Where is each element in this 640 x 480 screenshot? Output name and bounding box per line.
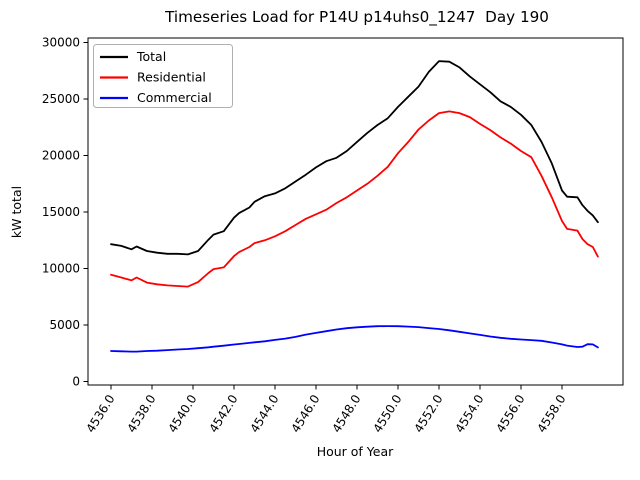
x-tick-label: 4552.0 (411, 392, 445, 435)
y-tick-label: 30000 (42, 36, 80, 50)
legend-frame (93, 44, 233, 108)
y-tick-label: 5000 (49, 318, 80, 332)
series-lines (110, 60, 599, 353)
x-tick-label: 4558.0 (534, 392, 568, 435)
x-tick-label: 4556.0 (493, 392, 527, 435)
x-tick-label: 4548.0 (329, 392, 363, 435)
chart-title: Timeseries Load for P14U p14uhs0_1247 Da… (164, 8, 549, 27)
x-tick-label: 4546.0 (288, 392, 322, 435)
y-tick-label: 15000 (42, 205, 80, 219)
x-tick-label: 4536.0 (83, 392, 117, 435)
y-tick-label: 25000 (42, 92, 80, 106)
x-tick-label: 4550.0 (370, 392, 404, 435)
line-total (110, 60, 599, 256)
x-tick-label: 4542.0 (206, 392, 240, 435)
legend: Total Residential Commercial (93, 44, 233, 108)
x-tick-label: 4540.0 (165, 392, 199, 435)
x-axis-label: Hour of Year (317, 444, 394, 459)
line-commercial (110, 325, 599, 353)
y-tick-label: 10000 (42, 262, 80, 276)
legend-label-total: Total (136, 49, 166, 64)
x-tick-label: 4538.0 (124, 392, 158, 435)
line-residential (110, 110, 599, 288)
legend-label-residential: Residential (137, 70, 206, 85)
y-tick-label: 20000 (42, 149, 80, 163)
axes-frame (87, 37, 624, 386)
x-tick-label: 4544.0 (247, 392, 281, 435)
y-axis-label: kW total (9, 186, 24, 238)
x-tick-label: 4554.0 (452, 392, 486, 435)
legend-label-commercial: Commercial (137, 90, 212, 105)
y-tick-label: 0 (72, 375, 80, 389)
